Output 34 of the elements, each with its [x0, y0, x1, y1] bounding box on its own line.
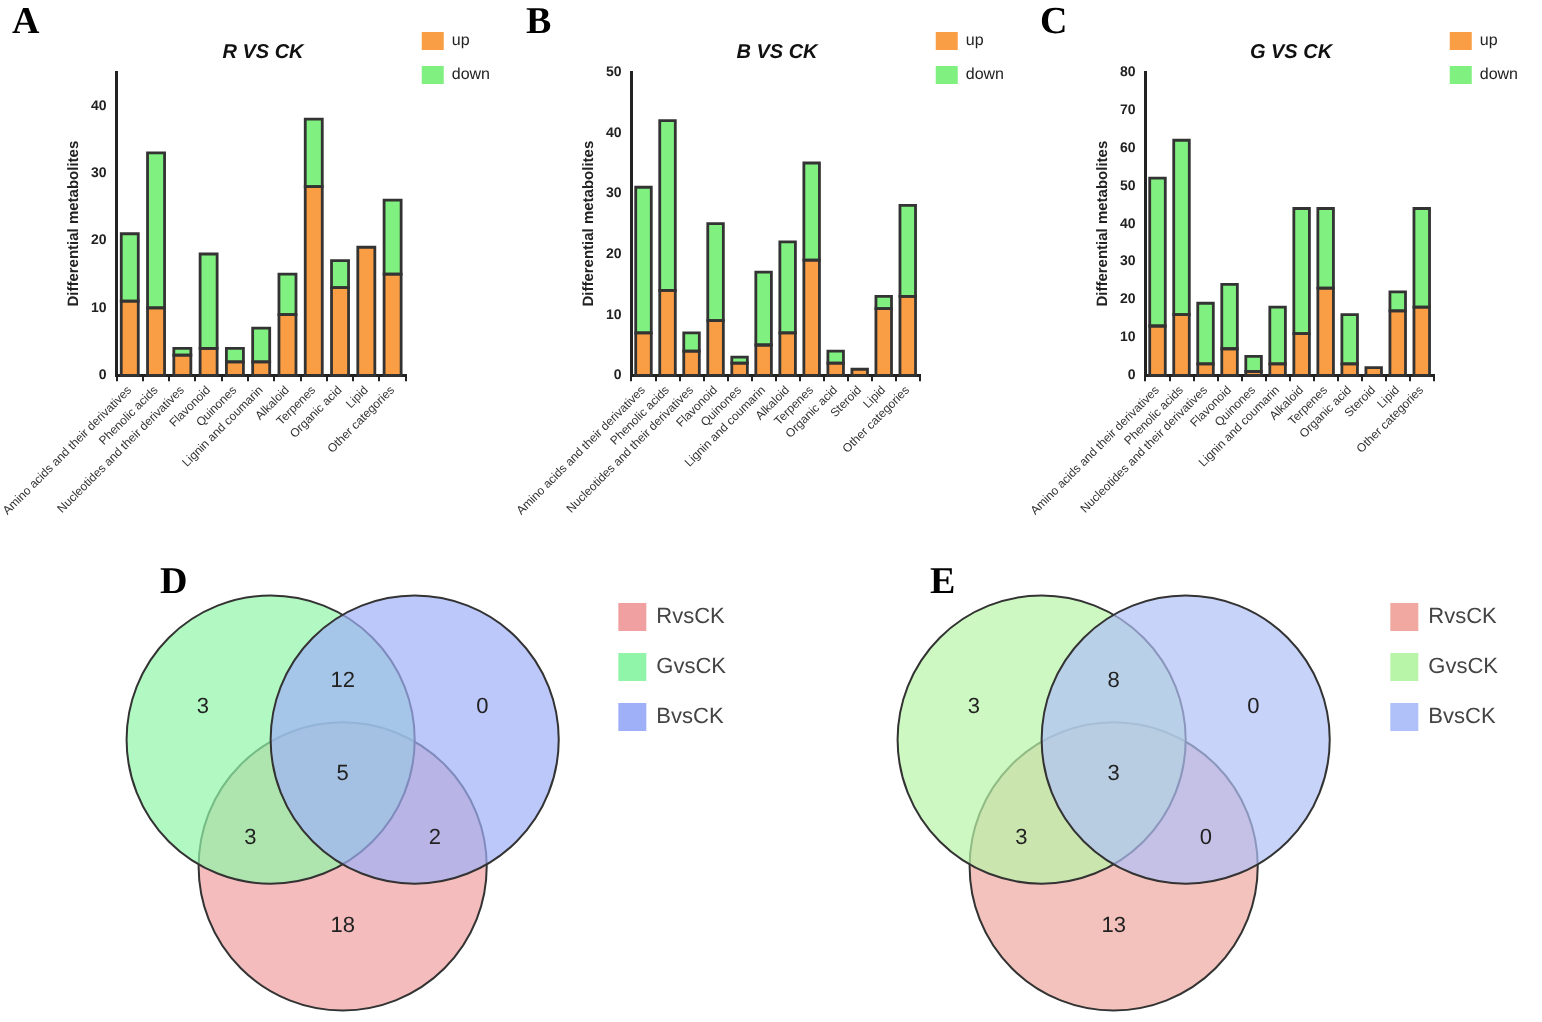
text: 2	[428, 825, 441, 850]
text: 3	[244, 825, 257, 850]
legend-label: up	[965, 31, 985, 50]
legend-label: RvsCK	[1428, 605, 1499, 630]
chart-title: B VS CK	[736, 41, 820, 64]
text: 3	[1015, 825, 1028, 850]
legend-label: GvsCK	[656, 655, 728, 680]
text: 0	[1247, 694, 1260, 719]
text: 8	[1107, 668, 1120, 693]
text: 0	[476, 694, 489, 719]
chart-title: G VS CK	[1249, 41, 1334, 64]
legend-label: BvsCK	[1428, 705, 1497, 730]
text: 3	[196, 694, 210, 719]
text: 13	[1101, 913, 1126, 938]
text: A	[12, 0, 40, 43]
text: C	[1040, 0, 1068, 43]
legend-label: BvsCK	[656, 705, 725, 730]
legend-label: down	[965, 65, 1004, 84]
text: B	[526, 0, 552, 43]
chart-title: R VS CK	[222, 41, 306, 64]
text: D	[160, 560, 188, 603]
text: 12	[330, 668, 355, 693]
legend-label: down	[451, 65, 490, 84]
text: 18	[330, 913, 355, 938]
text: E	[930, 560, 956, 603]
legend-label: up	[451, 31, 471, 50]
legend-label: down	[1479, 65, 1518, 84]
legend-label: GvsCK	[1428, 655, 1500, 680]
legend-label: RvsCK	[656, 605, 727, 630]
legend-label: up	[1479, 31, 1499, 50]
text: 3	[1107, 762, 1120, 787]
text: 3	[967, 694, 981, 719]
text: 5	[336, 762, 349, 787]
text: 0	[1199, 825, 1212, 850]
